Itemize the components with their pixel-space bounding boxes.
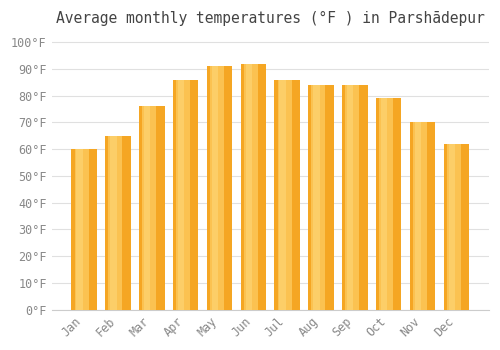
Bar [381, 98, 388, 310]
Bar [212, 66, 218, 310]
Bar [410, 122, 435, 310]
Bar [376, 98, 402, 310]
Bar [244, 64, 258, 310]
Bar [379, 98, 393, 310]
Bar [176, 80, 190, 310]
Bar [342, 85, 367, 310]
Bar [207, 66, 232, 310]
Bar [144, 106, 150, 310]
Bar [413, 122, 427, 310]
Bar [415, 122, 421, 310]
Bar [106, 136, 130, 310]
Bar [444, 144, 469, 310]
Bar [74, 149, 88, 310]
Bar [108, 136, 122, 310]
Bar [246, 64, 252, 310]
Bar [308, 85, 334, 310]
Bar [142, 106, 156, 310]
Bar [314, 85, 320, 310]
Bar [448, 144, 455, 310]
Bar [240, 64, 266, 310]
Bar [346, 85, 360, 310]
Bar [278, 80, 291, 310]
Bar [274, 80, 300, 310]
Bar [110, 136, 116, 310]
Title: Average monthly temperatures (°F ) in Parshādepur: Average monthly temperatures (°F ) in Pa… [56, 11, 484, 26]
Bar [347, 85, 354, 310]
Bar [447, 144, 461, 310]
Bar [210, 66, 224, 310]
Bar [173, 80, 199, 310]
Bar [76, 149, 83, 310]
Bar [139, 106, 164, 310]
Bar [280, 80, 286, 310]
Bar [312, 85, 326, 310]
Bar [72, 149, 97, 310]
Bar [178, 80, 184, 310]
